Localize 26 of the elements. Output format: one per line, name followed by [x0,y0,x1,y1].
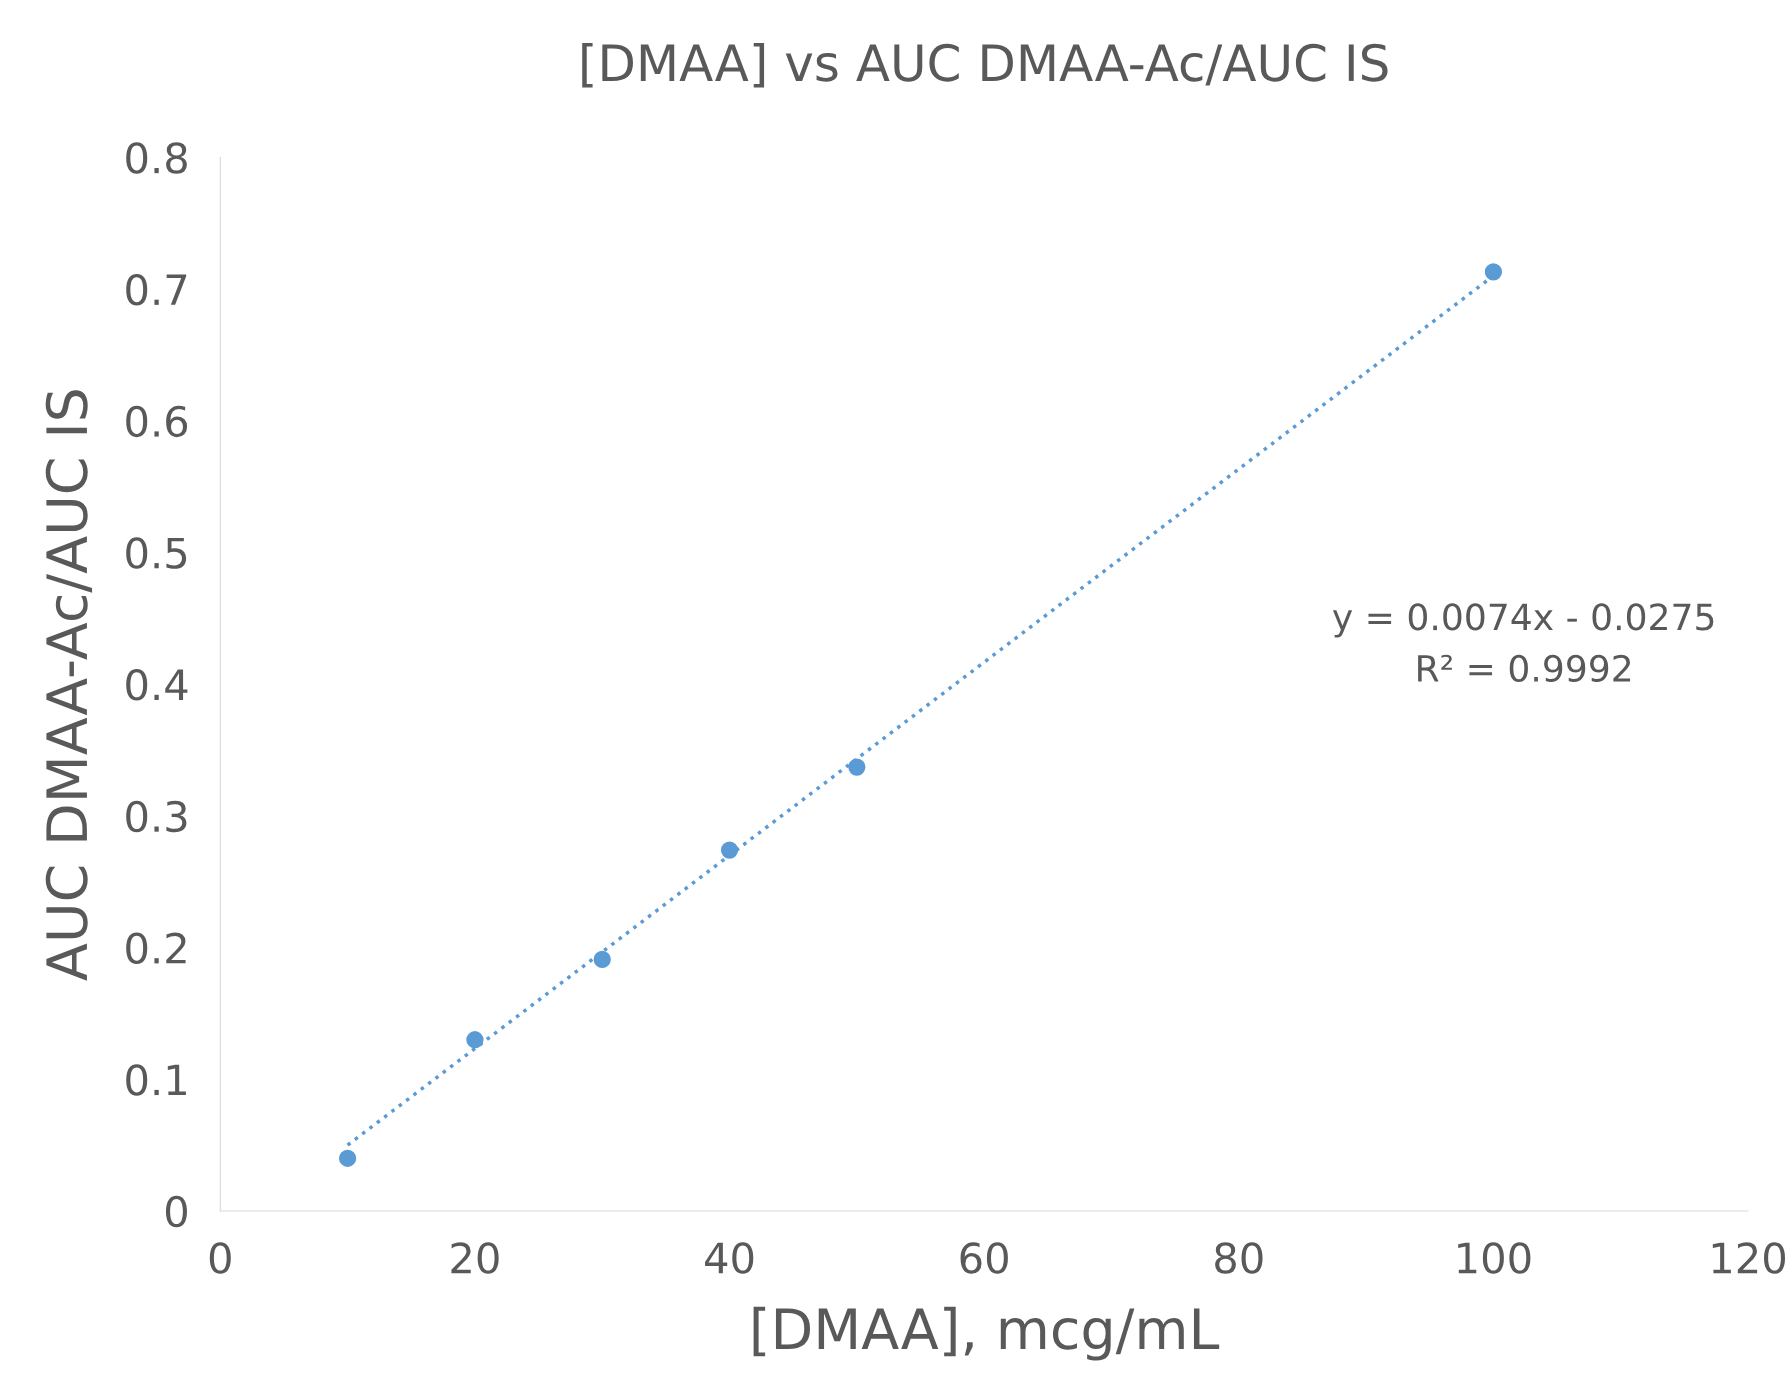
annotation: y = 0.0074x - 0.0275 R² = 0.9992 [1332,603,1714,683]
point [720,841,739,859]
y-axis-title: AUC DMAA-Ac/AUC IS [45,390,93,981]
point [593,950,611,969]
y-tick-label: 0.6 [126,405,188,438]
point [338,1149,357,1167]
x-tick-label: 100 [1458,1242,1531,1274]
y-tick-label: 0.1 [126,1064,186,1096]
y-tick-label: 0.7 [126,273,187,306]
x-axis-title: [DMAA], mcg/mL [753,1306,1220,1361]
y-tick-label: 0.4 [126,669,188,701]
y-tick-label: 0.3 [126,800,187,833]
x-tick-label: 120 [1712,1242,1786,1274]
point [466,1031,484,1049]
y-tick-label: 0.2 [126,932,186,964]
x-tick-label: 60 [960,1242,1008,1274]
x-tick-label: 20 [451,1242,499,1274]
x-tick-label: 80 [1215,1242,1263,1274]
y-tick-label: 0.5 [126,537,187,569]
x-tick-label: 0 [209,1242,231,1274]
y-tick-label: 0 [165,1195,187,1228]
chart-title: [DMAA] vs AUC DMAA-Ac/AUC IS [582,42,1388,88]
y-tick-label: 0.8 [126,142,187,174]
point [848,758,866,776]
point [1484,263,1503,281]
x-tick-label: 40 [705,1242,754,1274]
